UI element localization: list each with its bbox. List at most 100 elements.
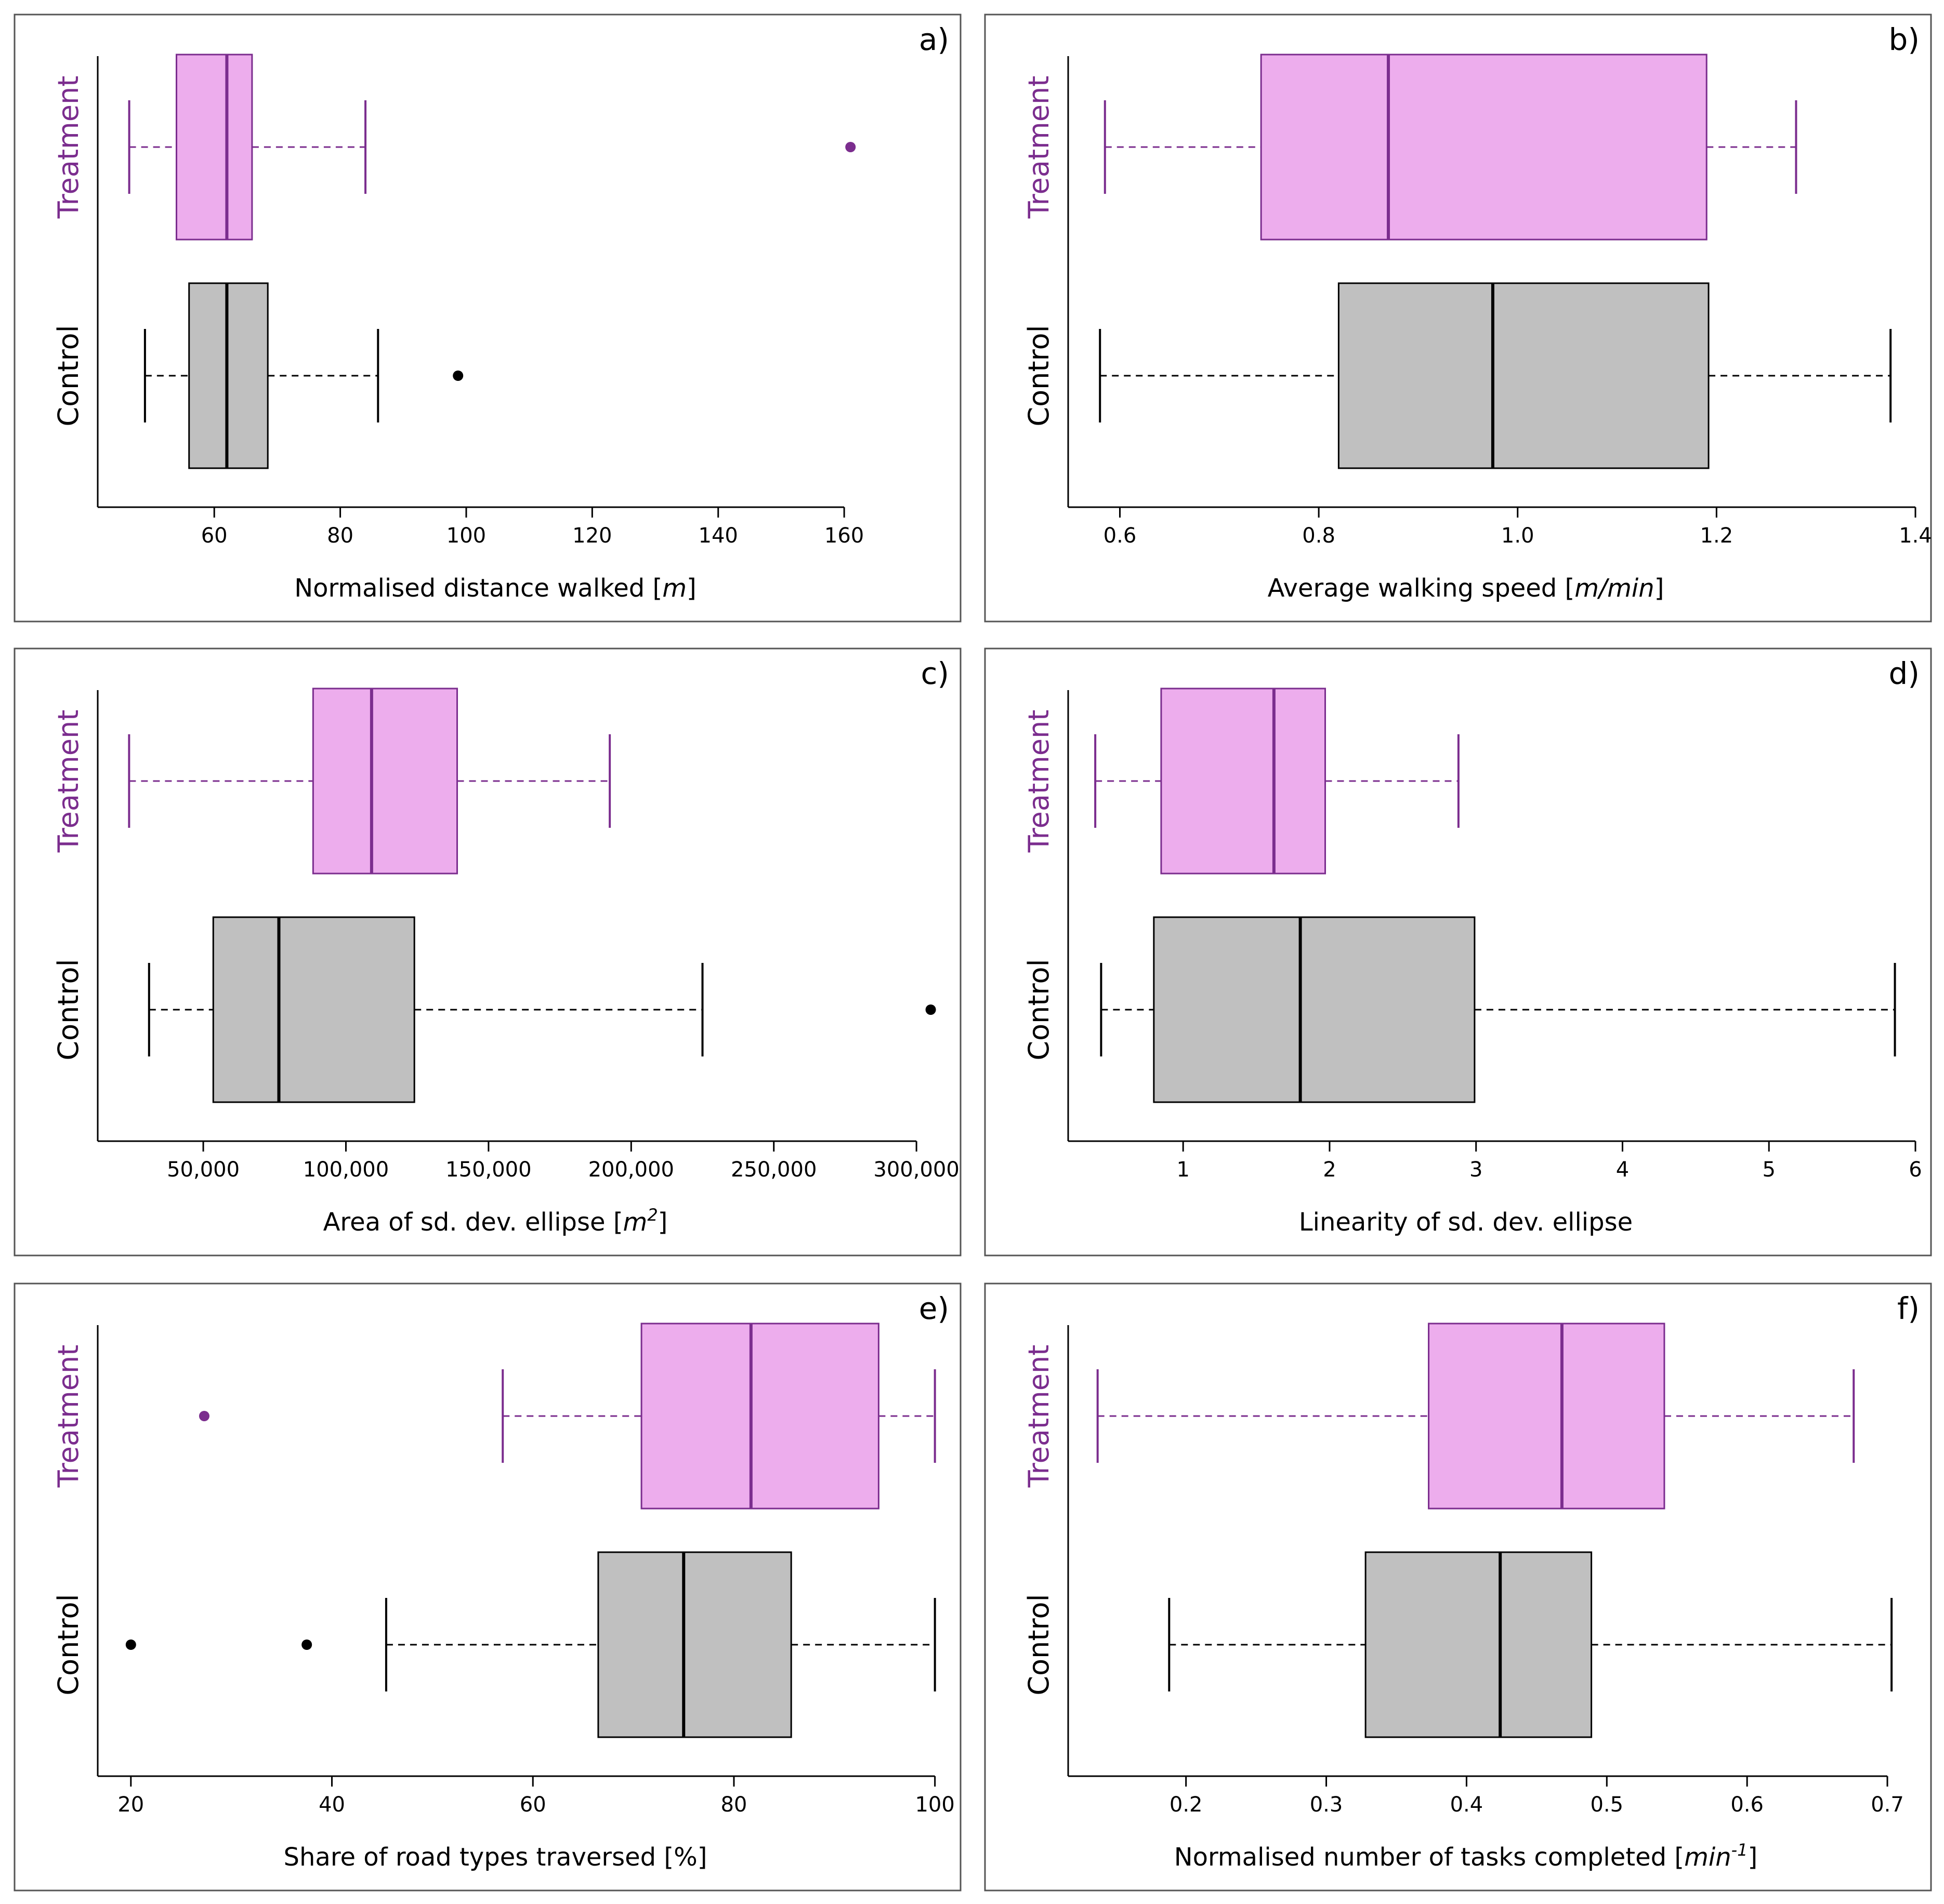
box-treatment: Treatment [52,54,856,241]
x-tick-label: 0.5 [1590,1793,1623,1817]
outlier-point [125,1639,136,1650]
group-label-control: Control [52,325,85,426]
x-tick-label: 0.3 [1310,1793,1343,1817]
panel-b: 0.6 0.8 1.0 1.2 1.4 Average walking speed [m/… [984,14,1932,623]
panel-label: f) [1897,1291,1920,1326]
x-tick-label: 300,000 [873,1158,959,1182]
x-tick-label: 200,000 [588,1158,674,1182]
x-tick-label: 40 [319,1793,345,1817]
group-label-treatment: Treatment [1022,1345,1055,1488]
group-label-control: Control [52,1594,85,1695]
iqr-box [1260,54,1707,241]
iqr-box [1364,1551,1593,1738]
x-axis-title: Normalised distance walked [m] [294,574,697,603]
x-tick-label: 20 [117,1793,144,1817]
group-label-control: Control [1022,959,1055,1060]
group-label-treatment: Treatment [52,1345,85,1488]
panel-label: e) [919,1291,949,1326]
group-label-treatment: Treatment [52,76,85,219]
iqr-box [640,1323,879,1510]
box-treatment: Treatment [52,1323,936,1510]
panel-frame [14,1282,962,1892]
panel-frame [984,1282,1932,1892]
iqr-box [188,282,269,469]
x-tick-label: 2 [1323,1158,1336,1182]
outlier-point [925,1004,936,1015]
outlier-point [845,142,856,152]
panel-d: 1 2 3 4 5 6 Linearity of sd. dev. ellipse d) Tre… [984,647,1932,1257]
box-control: Control [1022,916,1896,1103]
x-tick-label: 60 [520,1793,546,1817]
x-tick-label: 140 [699,524,738,548]
x-tick-label: 250,000 [731,1158,817,1182]
panel-c: 50,000 100,000 150,000 200,000 250,000 300,00… [14,647,962,1257]
group-label-control: Control [1022,325,1055,426]
iqr-box [175,54,253,241]
group-label-control: Control [1022,1594,1055,1695]
x-tick-label: 50,000 [167,1158,240,1182]
x-tick-label: 120 [572,524,612,548]
x-tick-label: 1.0 [1501,524,1534,548]
x-tick-label: 6 [1909,1158,1922,1182]
box-treatment: Treatment [1022,54,1797,241]
x-tick-label: 0.8 [1302,524,1335,548]
outlier-point [301,1639,312,1650]
x-tick-label: 60 [201,524,228,548]
iqr-box [312,687,458,875]
x-tick-label: 160 [824,524,864,548]
x-tick-label: 1 [1176,1158,1189,1182]
x-tick-label: 100 [446,524,486,548]
panel-frame [14,14,962,623]
x-tick-label: 80 [720,1793,747,1817]
x-tick-label: 0.6 [1104,524,1137,548]
x-tick-label: 5 [1763,1158,1776,1182]
x-axis-title: Share of road types traversed [%] [284,1843,707,1872]
x-tick-label: 1.2 [1700,524,1733,548]
outlier-point [199,1411,209,1421]
panel-label: d) [1889,656,1920,691]
iqr-box [597,1551,792,1738]
x-tick-label: 3 [1469,1158,1482,1182]
panel-frame [984,647,1932,1257]
panel-frame [14,647,962,1257]
box-treatment: Treatment [1022,687,1460,875]
x-tick-label: 4 [1616,1158,1629,1182]
group-label-treatment: Treatment [1022,710,1055,853]
iqr-box [1428,1323,1665,1510]
box-control: Control [1022,1551,1893,1738]
group-label-treatment: Treatment [1022,76,1055,219]
panel-frame [984,14,1932,623]
box-control: Control [52,916,936,1103]
panel-label: b) [1889,22,1920,57]
box-control: Control [52,282,464,469]
panel-e: 20 40 60 80 100 Share of road types traversed… [14,1282,962,1892]
x-axis-title: Area of sd. dev. ellipse [m2] [323,1205,668,1237]
box-treatment: Treatment [52,687,611,875]
box-treatment: Treatment [1022,1323,1855,1510]
group-label-control: Control [52,959,85,1060]
panel-a: 60 80 100 120 140 160 Normalised distance walk… [14,14,962,623]
iqr-box [1337,282,1710,469]
iqr-box [1153,916,1476,1103]
x-axis-title: Average walking speed [m/min] [1268,574,1664,603]
outlier-point [453,371,464,381]
panel-label: c) [921,656,949,691]
x-axis-title: Normalised number of tasks completed [mi… [1174,1840,1758,1872]
iqr-box [1160,687,1326,875]
x-axis-title: Linearity of sd. dev. ellipse [1299,1208,1633,1237]
panel-f: 0.2 0.3 0.4 0.5 0.6 0.7 Normalised number of t… [984,1282,1932,1892]
x-tick-label: 0.2 [1170,1793,1203,1817]
group-label-treatment: Treatment [52,710,85,853]
x-tick-label: 0.7 [1871,1793,1904,1817]
x-tick-label: 0.6 [1730,1793,1764,1817]
x-tick-label: 100,000 [303,1158,389,1182]
x-tick-label: 1.4 [1899,524,1932,548]
x-tick-label: 100 [915,1793,954,1817]
panel-label: a) [919,22,949,57]
box-control: Control [52,1551,936,1738]
box-control: Control [1022,282,1892,469]
x-tick-label: 150,000 [445,1158,531,1182]
x-tick-label: 0.4 [1450,1793,1483,1817]
iqr-box [212,916,415,1103]
